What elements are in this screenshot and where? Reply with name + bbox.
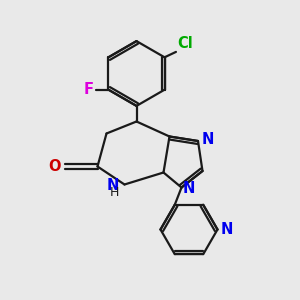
Text: Cl: Cl [177,36,193,51]
Text: N: N [183,181,195,196]
Text: O: O [48,159,61,174]
Text: N: N [107,178,119,193]
Text: H: H [110,186,119,200]
Text: N: N [202,132,214,147]
Text: N: N [220,222,233,237]
Text: F: F [84,82,94,97]
